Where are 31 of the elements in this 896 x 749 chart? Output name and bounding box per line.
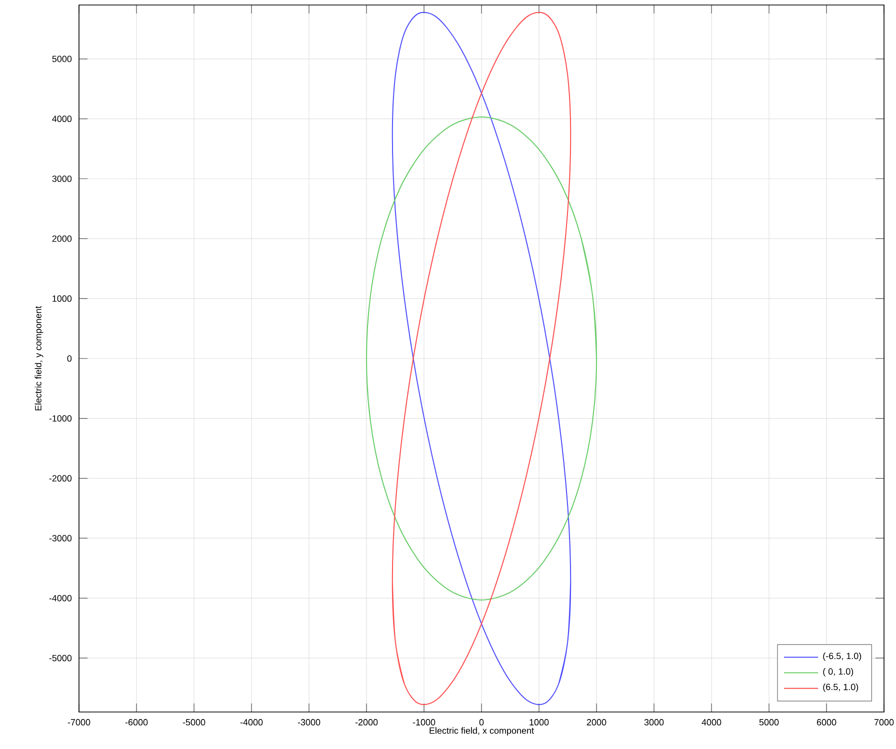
y-tick-label: -1000 (49, 415, 72, 422)
x-tick-label: 4000 (702, 719, 722, 726)
x-tick-label: -7000 (68, 719, 90, 726)
y-tick-label: -3000 (49, 535, 72, 542)
x-tick-label: 2000 (586, 719, 606, 726)
x-tick-label: -6000 (125, 719, 148, 726)
y-tick-label: 3000 (52, 176, 72, 182)
legend-label: (6.5, 1.0) (823, 684, 858, 692)
x-axis-title: Electric field, x component (430, 727, 534, 736)
x-tick-label: 3000 (644, 719, 664, 726)
x-tick-label: -4000 (240, 719, 263, 726)
y-tick-label: -2000 (49, 475, 72, 482)
y-tick-label: 4000 (52, 116, 72, 122)
y-tick-label: 2000 (52, 235, 72, 242)
y-tick-label: 1000 (52, 295, 72, 302)
x-tick-label: 7000 (874, 719, 894, 726)
legend-label: ( 0, 1.0) (823, 668, 854, 676)
x-tick-label: 0 (479, 719, 484, 726)
x-tick-label: -3000 (298, 719, 320, 726)
x-tick-label: 1000 (530, 719, 549, 726)
x-tick-label: -1000 (412, 719, 436, 726)
y-axis-title: Electric field, y component (34, 306, 44, 410)
y-tick-label: -4000 (49, 594, 72, 602)
x-tick-label: 6000 (816, 719, 836, 726)
x-tick-label: -5000 (182, 719, 206, 726)
y-tick-label: 5000 (52, 56, 72, 62)
y-tick-label: -5000 (49, 654, 72, 662)
y-tick-label: 0 (67, 355, 72, 362)
x-tick-label: -2000 (355, 719, 378, 726)
legend-label: (-6.5, 1.0) (823, 652, 862, 661)
x-tick-label: 5000 (759, 719, 779, 726)
